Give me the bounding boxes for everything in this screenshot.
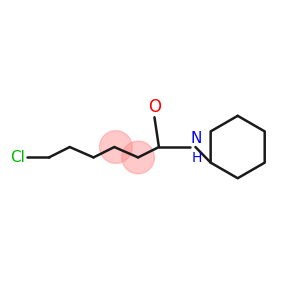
Text: O: O bbox=[148, 98, 161, 116]
Text: N: N bbox=[190, 130, 202, 146]
Circle shape bbox=[122, 141, 154, 174]
Text: Cl: Cl bbox=[10, 150, 25, 165]
Text: H: H bbox=[192, 151, 202, 165]
Circle shape bbox=[100, 131, 132, 164]
